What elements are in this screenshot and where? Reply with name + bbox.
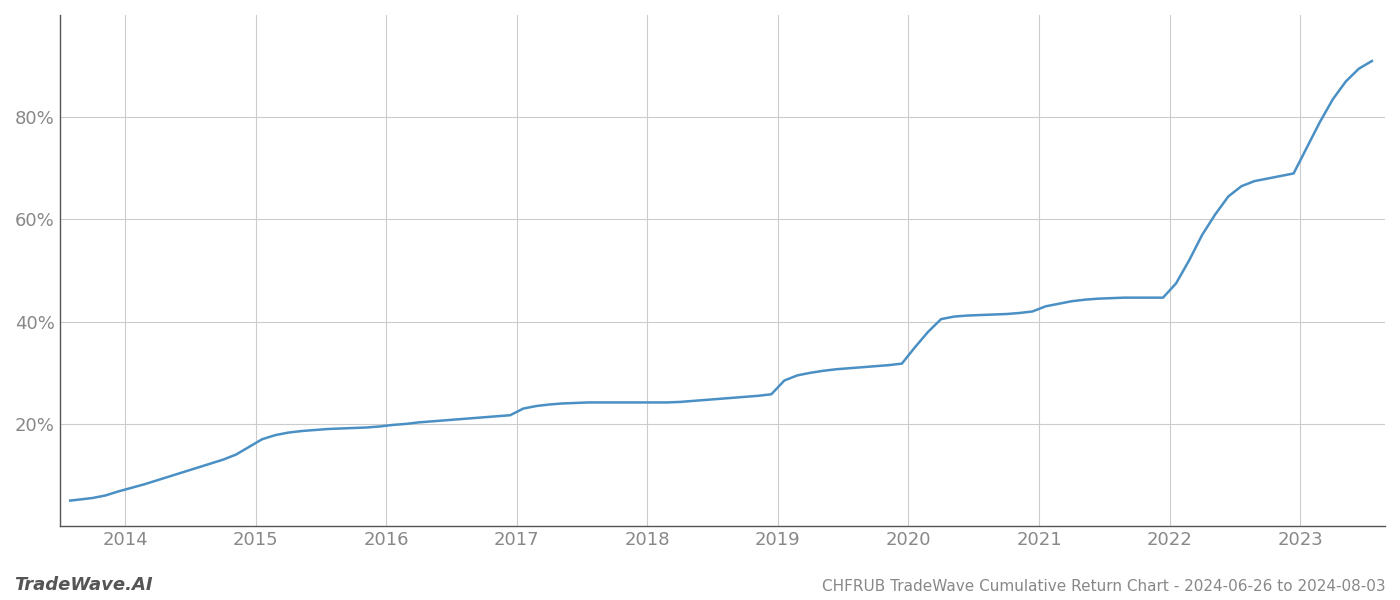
Text: TradeWave.AI: TradeWave.AI <box>14 576 153 594</box>
Text: CHFRUB TradeWave Cumulative Return Chart - 2024-06-26 to 2024-08-03: CHFRUB TradeWave Cumulative Return Chart… <box>822 579 1386 594</box>
